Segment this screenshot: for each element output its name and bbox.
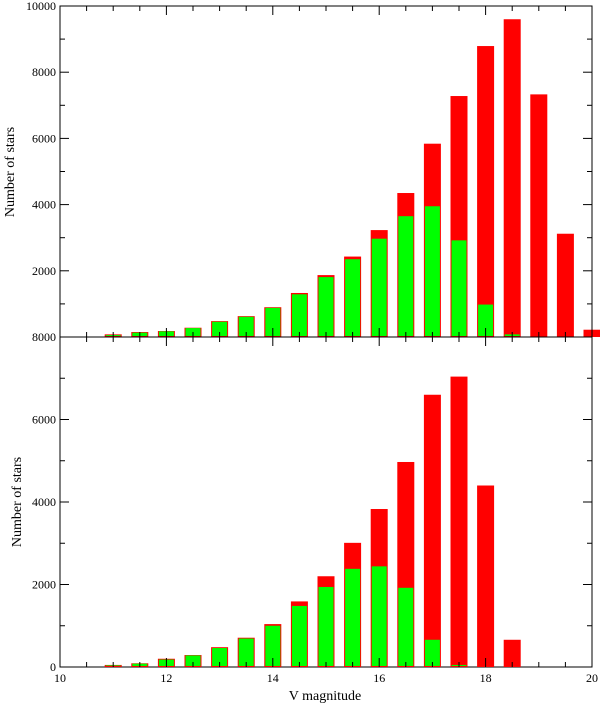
top-bar-subset-5 [212, 321, 228, 336]
top-bar-subset-13 [424, 206, 440, 336]
top-bar-all-17 [530, 94, 548, 337]
bottom-x-tick-label: 12 [160, 671, 172, 685]
top-bar-subset-10 [345, 259, 361, 336]
bottom-y-tick-label: 2000 [32, 578, 56, 592]
bottom-x-tick-label: 18 [480, 671, 492, 685]
top-bar-subset-6 [238, 316, 254, 336]
bottom-y-tick-label: 0 [50, 660, 56, 674]
bottom-x-tick-label: 20 [586, 671, 598, 685]
bottom-bar-subset-11 [371, 566, 387, 666]
bottom-bar-subset-13 [424, 639, 440, 666]
top-bar-all-16 [503, 19, 521, 338]
top-panel: 8000 2000 4000 6000 8000 10000 [26, 0, 600, 344]
bottom-bar-subset-12 [398, 587, 414, 666]
top-y-tick-label: 4000 [32, 198, 56, 212]
bottom-bar-subset-8 [291, 605, 307, 666]
top-y-tick-label: 8000 [32, 330, 56, 344]
bottom-x-tick-label: 16 [373, 671, 385, 685]
top-bar-subset-9 [318, 277, 334, 336]
bottom-x-tick-label: 14 [267, 671, 279, 685]
bottom-bar-subset-6 [238, 638, 254, 666]
top-bar-subset-7 [265, 307, 281, 336]
top-bar-all-15 [477, 46, 495, 338]
bottom-bar-subset-9 [318, 586, 334, 666]
top-y-tick-label: 2000 [32, 264, 56, 278]
top-bar-subset-15 [478, 304, 494, 336]
x-axis-title: V magnitude [289, 689, 361, 704]
bottom-y-axis-title: Number of stars [10, 457, 25, 547]
top-bar-all-18 [556, 233, 574, 337]
bottom-bar-all-13 [423, 394, 441, 667]
top-y-axis-title: Number of stars [3, 127, 18, 217]
bottom-panel: 0 2000 4000 6000 10 12 14 16 18 20 [32, 336, 598, 685]
bottom-bar-all-15 [477, 485, 495, 667]
bottom-bar-all-16 [503, 639, 521, 667]
top-bar-subset-12 [398, 216, 414, 336]
top-bar-subset-11 [371, 238, 387, 336]
bottom-bar-subset-7 [265, 625, 281, 666]
top-bar-subset-14 [451, 240, 467, 336]
bottom-bar-all-14 [450, 376, 468, 667]
top-y-tick-label: 6000 [32, 131, 56, 145]
bottom-x-tick-label: 10 [54, 671, 66, 685]
top-y-tick-label: 10000 [26, 0, 56, 13]
bottom-bar-subset-4 [185, 655, 201, 666]
bottom-y-tick-label: 6000 [32, 413, 56, 427]
bottom-bar-subset-5 [212, 648, 228, 666]
top-bar-subset-8 [291, 294, 307, 336]
top-y-tick-label: 8000 [32, 65, 56, 79]
bottom-y-tick-label: 4000 [32, 495, 56, 509]
bottom-bar-subset-10 [345, 568, 361, 666]
